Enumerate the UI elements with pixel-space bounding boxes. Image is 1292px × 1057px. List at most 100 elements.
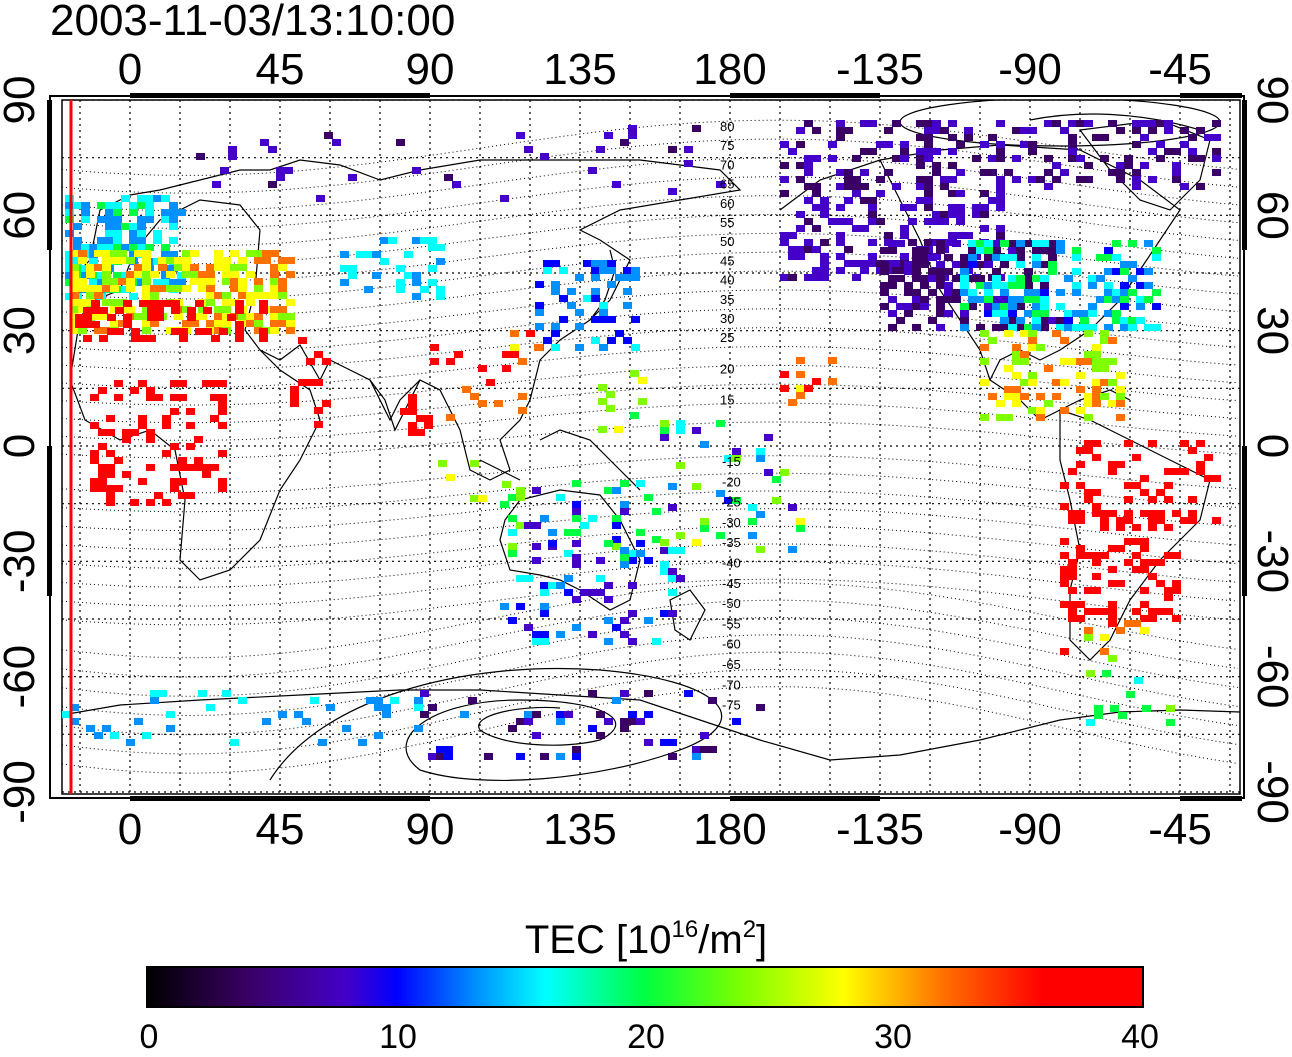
tec-tile bbox=[102, 271, 111, 278]
tec-tile bbox=[228, 146, 237, 153]
tec-tile bbox=[1104, 296, 1113, 303]
tec-tile bbox=[1076, 601, 1085, 608]
tec-tile bbox=[86, 285, 95, 292]
tec-tile bbox=[524, 146, 533, 153]
tec-tile bbox=[1148, 559, 1157, 566]
tec-tile bbox=[960, 282, 969, 289]
tec-tile bbox=[623, 337, 632, 344]
tec-tile bbox=[115, 307, 124, 314]
tec-tile bbox=[396, 279, 405, 286]
tec-tile bbox=[876, 218, 885, 225]
tec-tile bbox=[652, 536, 661, 543]
tec-tile bbox=[1084, 358, 1093, 365]
tec-tile bbox=[888, 247, 897, 254]
tec-tile bbox=[1012, 358, 1021, 365]
tec-tile bbox=[110, 299, 119, 306]
tec-tile bbox=[996, 232, 1005, 239]
tec-tile bbox=[230, 271, 239, 278]
tec-tile bbox=[70, 285, 79, 292]
tec-tile bbox=[1134, 677, 1143, 684]
tec-tile bbox=[206, 704, 215, 711]
tec-tile bbox=[1012, 372, 1021, 379]
tec-tile bbox=[1092, 400, 1101, 407]
tec-tile bbox=[1076, 447, 1085, 454]
tec-tile bbox=[684, 690, 693, 697]
tec-tile bbox=[1148, 127, 1157, 134]
tec-tile bbox=[615, 274, 624, 281]
tec-tile bbox=[129, 223, 138, 230]
tec-tile bbox=[214, 257, 223, 264]
tec-tile bbox=[920, 296, 929, 303]
tec-tile bbox=[1172, 162, 1181, 169]
tec-tile bbox=[972, 204, 981, 211]
tec-tile bbox=[1092, 344, 1101, 351]
tec-tile bbox=[114, 457, 123, 464]
tec-tile bbox=[724, 455, 733, 462]
tec-tile bbox=[591, 288, 600, 295]
tec-tile bbox=[772, 476, 781, 483]
tec-tile bbox=[788, 274, 797, 281]
tec-tile bbox=[836, 120, 845, 127]
tec-tile bbox=[246, 299, 255, 306]
tec-tile bbox=[615, 330, 624, 337]
tec-tile bbox=[1148, 440, 1157, 447]
tec-tile bbox=[1140, 545, 1149, 552]
tec-tile bbox=[628, 610, 637, 617]
tec-tile bbox=[1036, 176, 1045, 183]
tec-tile bbox=[424, 415, 433, 422]
tec-tile bbox=[94, 732, 103, 739]
tec-tile bbox=[408, 401, 417, 408]
tec-tile bbox=[470, 495, 479, 502]
tec-tile bbox=[1108, 655, 1117, 662]
tec-tile bbox=[1112, 296, 1121, 303]
mlat-label: 25 bbox=[720, 330, 734, 345]
tec-tile bbox=[1102, 670, 1111, 677]
tec-tile bbox=[142, 292, 151, 299]
tec-tile bbox=[1172, 510, 1181, 517]
tec-tile bbox=[1188, 447, 1197, 454]
tec-tile bbox=[692, 427, 701, 434]
tec-tile bbox=[932, 169, 941, 176]
tec-tile bbox=[604, 540, 613, 547]
mlat-label: 55 bbox=[720, 215, 734, 230]
tec-tile bbox=[1092, 386, 1101, 393]
tec-tile bbox=[524, 522, 533, 529]
tec-tile bbox=[1124, 496, 1133, 503]
tec-tile bbox=[420, 711, 429, 718]
tec-tile bbox=[988, 169, 997, 176]
tec-tile bbox=[912, 261, 921, 268]
tec-tile bbox=[1180, 517, 1189, 524]
tec-tile bbox=[222, 257, 231, 264]
tec-tile bbox=[604, 617, 613, 624]
tec-tile bbox=[623, 302, 632, 309]
tec-tile bbox=[412, 279, 421, 286]
longitude-labels-top: 0 45 90 135 180 -135 -90 -45 bbox=[118, 45, 1212, 94]
tec-tile bbox=[121, 223, 130, 230]
tec-tile bbox=[788, 253, 797, 260]
tec-tile bbox=[1060, 538, 1069, 545]
tec-tile bbox=[1064, 310, 1073, 317]
tec-tile bbox=[134, 250, 143, 257]
tec-tile bbox=[599, 309, 608, 316]
tec-tile bbox=[99, 335, 108, 342]
tec-tile bbox=[912, 289, 921, 296]
tec-tile bbox=[607, 260, 616, 267]
tec-tile bbox=[170, 394, 179, 401]
tec-tile bbox=[1076, 120, 1085, 127]
tec-tile bbox=[146, 387, 155, 394]
tec-tile bbox=[1212, 134, 1221, 141]
tec-tile bbox=[1040, 310, 1049, 317]
tec-tile bbox=[956, 211, 965, 218]
tec-tile bbox=[780, 162, 789, 169]
tec-tile bbox=[276, 167, 285, 174]
tec-tile bbox=[235, 321, 244, 328]
tec-tile bbox=[1116, 169, 1125, 176]
tec-tile bbox=[668, 146, 677, 153]
tec-tile bbox=[428, 265, 437, 272]
tec-tile bbox=[238, 697, 247, 704]
tec-tile bbox=[1032, 247, 1041, 254]
tec-tile bbox=[828, 218, 837, 225]
tec-tile bbox=[1076, 510, 1085, 517]
tec-tile bbox=[1108, 620, 1117, 627]
tec-tile bbox=[1112, 317, 1121, 324]
